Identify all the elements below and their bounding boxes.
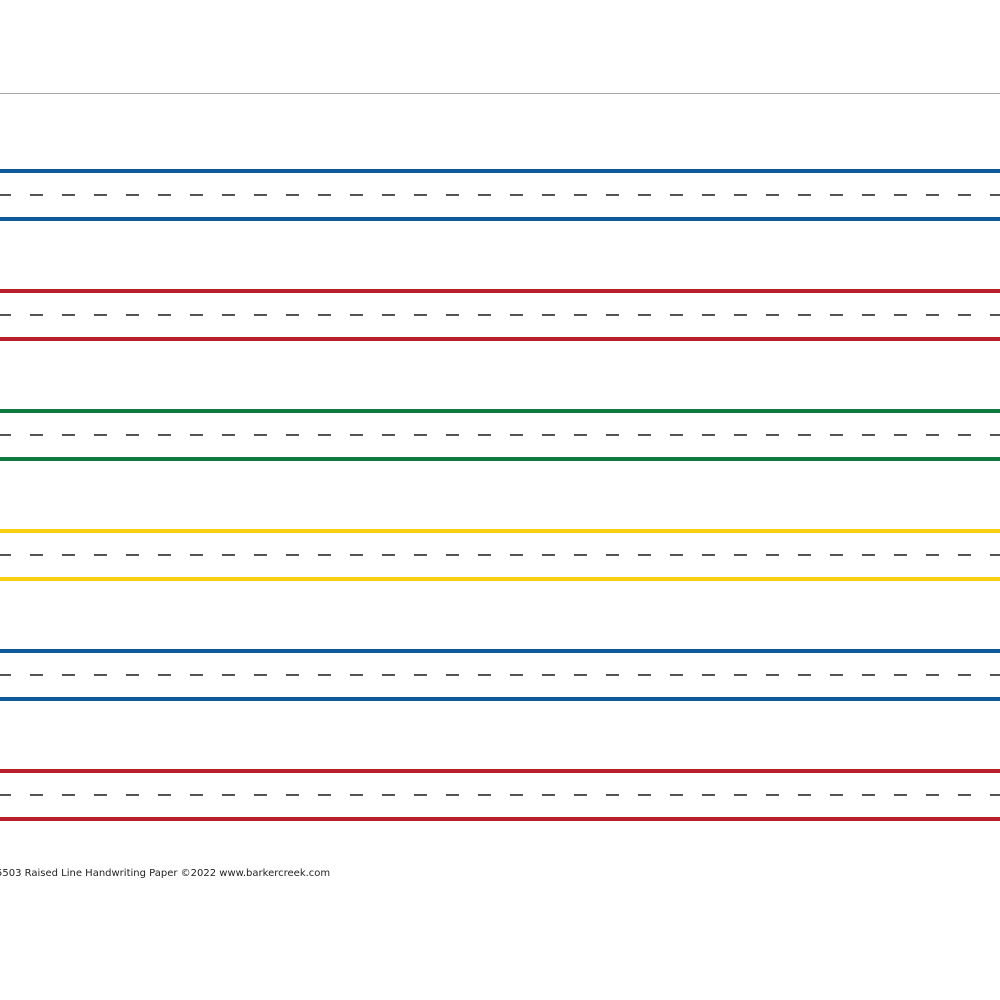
baseline: [0, 217, 1000, 221]
top-line: [0, 289, 1000, 293]
handwriting-line-set: [0, 529, 1000, 583]
baseline: [0, 337, 1000, 341]
dashed-midline: [0, 314, 1000, 316]
footer-credit: 5503 Raised Line Handwriting Paper ©2022…: [0, 868, 331, 879]
handwriting-line-set: [0, 649, 1000, 703]
handwriting-line-set: [0, 409, 1000, 463]
dashed-midline: [0, 194, 1000, 196]
top-line: [0, 649, 1000, 653]
baseline: [0, 577, 1000, 581]
handwriting-line-set: [0, 289, 1000, 343]
top-line: [0, 529, 1000, 533]
dashed-midline: [0, 434, 1000, 436]
top-line: [0, 169, 1000, 173]
dashed-midline: [0, 674, 1000, 676]
top-border-line: [0, 93, 1000, 94]
baseline: [0, 697, 1000, 701]
baseline: [0, 817, 1000, 821]
baseline: [0, 457, 1000, 461]
handwriting-line-set: [0, 769, 1000, 823]
dashed-midline: [0, 554, 1000, 556]
dashed-midline: [0, 794, 1000, 796]
handwriting-line-set: [0, 169, 1000, 223]
top-line: [0, 409, 1000, 413]
top-line: [0, 769, 1000, 773]
